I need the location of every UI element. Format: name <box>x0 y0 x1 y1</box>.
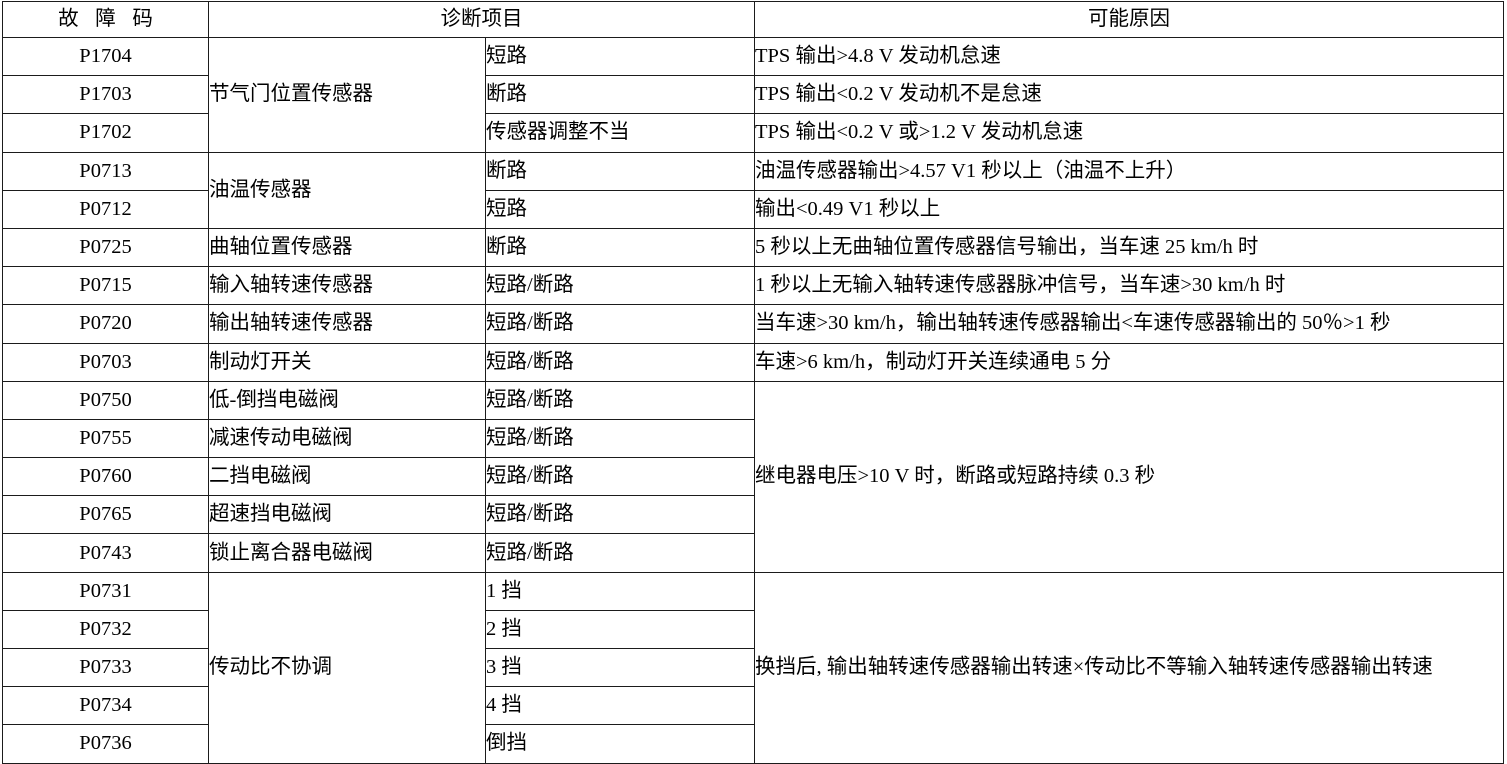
table-row: P0703 制动灯开关 短路/断路 车速>6 km/h，制动灯开关连续通电 5 … <box>2 342 1504 382</box>
table-body: P1704 节气门位置传感器 短路 TPS 输出>4.8 V 发动机怠速 P17… <box>2 36 1504 764</box>
fault-code-cell: P1704 <box>2 36 209 77</box>
diagnostic-item-cell: 超速挡电磁阀 <box>208 495 486 535</box>
fault-code-cell: P0715 <box>2 266 209 306</box>
fault-code-cell: P0736 <box>2 724 209 764</box>
condition-cell: 短路/断路 <box>485 304 755 344</box>
fault-code-cell: P0703 <box>2 342 209 382</box>
cause-cell: 油温传感器输出>4.57 V1 秒以上（油温不上升） <box>754 151 1504 191</box>
fault-code-cell: P0713 <box>2 151 209 191</box>
fault-code-cell: P1703 <box>2 75 209 115</box>
fault-code-cell: P0755 <box>2 418 209 459</box>
diagnostic-item-cell: 节气门位置传感器 <box>208 37 486 153</box>
fault-code-cell: P1702 <box>2 113 209 153</box>
table-row: P0715 输入轴转速传感器 短路/断路 1 秒以上无输入轴转速传感器脉冲信号，… <box>2 266 1504 306</box>
condition-cell: 断路 <box>485 227 755 268</box>
table-row: P0713 油温传感器 断路 油温传感器输出>4.57 V1 秒以上（油温不上升… <box>2 151 1504 229</box>
condition-cell: 倒挡 <box>485 724 755 764</box>
table-row: P0743 锁止离合器电磁阀 短路/断路 <box>2 533 1504 573</box>
condition-cell: 短路/断路 <box>485 533 755 573</box>
cause-cell: TPS 输出<0.2 V 发动机不是怠速 <box>754 75 1504 115</box>
condition-cell: 短路/断路 <box>485 266 755 306</box>
diagnostic-item-cell: 减速传动电磁阀 <box>208 418 486 459</box>
diagnostic-item-cell: 曲轴位置传感器 <box>208 227 486 268</box>
column-header-possible-cause: 可能原因 <box>754 1 1504 38</box>
cause-cell: TPS 输出<0.2 V 或>1.2 V 发动机怠速 <box>754 113 1504 153</box>
diagnostic-item-cell: 二挡电磁阀 <box>208 457 486 497</box>
column-header-diagnostic-item: 诊断项目 <box>208 1 755 38</box>
diagnostic-item-cell: 输入轴转速传感器 <box>208 266 486 306</box>
fault-code-cell: P0765 <box>2 495 209 535</box>
condition-cell: 短路/断路 <box>485 457 755 497</box>
table-row: P0731 传动比不协调 1 挡 换挡后, 输出轴转速传感器输出转速×传动比不等… <box>2 571 1504 764</box>
cause-cell: 当车速>30 km/h，输出轴转速传感器输出<车速传感器输出的 50％>1 秒 <box>754 304 1504 344</box>
table-row: P0760 二挡电磁阀 短路/断路 <box>2 457 1504 497</box>
shared-cause-cell: 继电器电压>10 V 时，断路或短路持续 0.3 秒 <box>754 380 1504 573</box>
cause-cell: 5 秒以上无曲轴位置传感器信号输出，当车速 25 km/h 时 <box>754 227 1504 268</box>
condition-cell: 短路/断路 <box>485 342 755 382</box>
condition-cell: 断路 <box>485 75 755 115</box>
condition-cell: 断路 <box>485 151 755 191</box>
fault-code-cell: P0760 <box>2 457 209 497</box>
fault-code-cell: P0720 <box>2 304 209 344</box>
cause-cell: 1 秒以上无输入轴转速传感器脉冲信号，当车速>30 km/h 时 <box>754 266 1504 306</box>
table-row: P0725 曲轴位置传感器 断路 5 秒以上无曲轴位置传感器信号输出，当车速 2… <box>2 227 1504 268</box>
fault-code-cell: P0750 <box>2 380 209 420</box>
diagnostic-item-cell: 传动比不协调 <box>208 571 486 764</box>
table-row: P0755 减速传动电磁阀 短路/断路 <box>2 418 1504 459</box>
condition-cell: 4 挡 <box>485 686 755 726</box>
condition-cell: 短路/断路 <box>485 380 755 420</box>
condition-cell: 短路 <box>485 36 755 77</box>
condition-cell: 1 挡 <box>485 571 755 611</box>
table-row: P1702 传感器调整不当 TPS 输出<0.2 V 或>1.2 V 发动机怠速 <box>2 113 1504 153</box>
table-row: P1703 断路 TPS 输出<0.2 V 发动机不是怠速 <box>2 75 1504 115</box>
condition-cell: 2 挡 <box>485 609 755 650</box>
diagnostic-item-cell: 低-倒挡电磁阀 <box>208 380 486 420</box>
shared-cause-cell: 换挡后, 输出轴转速传感器输出转速×传动比不等输入轴转速传感器输出转速 <box>754 571 1504 764</box>
fault-code-cell: P0734 <box>2 686 209 726</box>
cause-cell: 车速>6 km/h，制动灯开关连续通电 5 分 <box>754 342 1504 382</box>
fault-code-cell: P0712 <box>2 189 209 229</box>
diagnostic-item-cell: 制动灯开关 <box>208 342 486 382</box>
fault-code-cell: P0732 <box>2 609 209 650</box>
table-row: P1704 节气门位置传感器 短路 TPS 输出>4.8 V 发动机怠速 <box>2 36 1504 153</box>
cause-cell: 输出<0.49 V1 秒以上 <box>754 189 1504 229</box>
condition-cell: 3 挡 <box>485 647 755 688</box>
cause-cell: TPS 输出>4.8 V 发动机怠速 <box>754 36 1504 77</box>
condition-cell: 短路 <box>485 189 755 229</box>
fault-code-cell: P0743 <box>2 533 209 573</box>
condition-cell: 传感器调整不当 <box>485 113 755 153</box>
table-row: P0750 低-倒挡电磁阀 短路/断路 继电器电压>10 V 时，断路或短路持续… <box>2 380 1504 573</box>
table-row: P0733 3 挡 <box>2 647 1504 688</box>
condition-cell: 短路/断路 <box>485 495 755 535</box>
column-header-fault-code: 故 障 码 <box>2 1 209 38</box>
fault-code-cell: P0733 <box>2 647 209 688</box>
table-row: P0712 短路 输出<0.49 V1 秒以上 <box>2 189 1504 229</box>
table-row: P0732 2 挡 <box>2 609 1504 650</box>
table-row: P0734 4 挡 <box>2 686 1504 726</box>
header-row: 故 障 码 诊断项目 可能原因 <box>2 1 1504 38</box>
diagnostic-item-cell: 油温传感器 <box>208 151 486 229</box>
table-header: 故 障 码 诊断项目 可能原因 <box>2 1 1504 38</box>
table-row: P0720 输出轴转速传感器 短路/断路 当车速>30 km/h，输出轴转速传感… <box>2 304 1504 344</box>
fault-code-cell: P0725 <box>2 227 209 268</box>
fault-code-cell: P0731 <box>2 571 209 611</box>
diagnostic-item-cell: 锁止离合器电磁阀 <box>208 533 486 573</box>
diagnostic-item-cell: 输出轴转速传感器 <box>208 304 486 344</box>
condition-cell: 短路/断路 <box>485 418 755 459</box>
